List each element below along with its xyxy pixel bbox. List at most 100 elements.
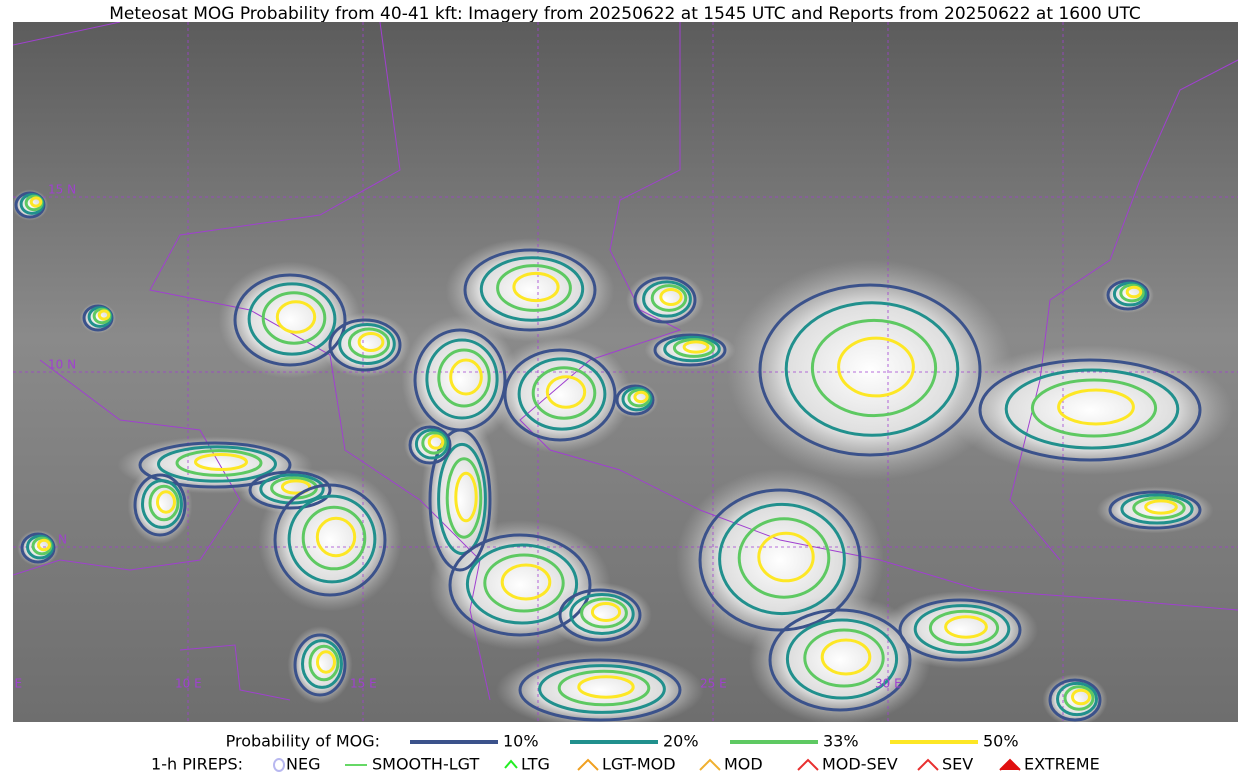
legend-entry: SEV <box>942 755 973 774</box>
pirep-symbol <box>699 758 721 771</box>
contour <box>408 425 452 465</box>
contour <box>29 196 43 208</box>
contour <box>512 271 560 303</box>
lon-label: 10 E <box>175 677 202 691</box>
contour <box>517 357 607 431</box>
contour <box>633 276 697 324</box>
contour <box>590 602 622 622</box>
contour <box>414 428 450 460</box>
contour <box>978 358 1202 462</box>
contour <box>287 494 377 584</box>
contour <box>1056 681 1098 717</box>
contour <box>633 390 649 404</box>
contour <box>698 488 862 632</box>
lon-label: 15 E <box>350 677 377 691</box>
contour <box>454 471 478 523</box>
contour <box>557 669 651 707</box>
map: 15 N 10 N N 5 E 10 E 15 E 25 E 30 E <box>13 22 1238 722</box>
contour <box>308 644 340 682</box>
legend: Probability of MOG: 1-h PIREPS: 10% 20% 33… <box>151 732 1100 774</box>
cloud <box>401 315 519 445</box>
contour <box>837 336 915 398</box>
contour <box>531 366 597 420</box>
title: Meteosat MOG Probability from 40-41 kft:… <box>109 4 1141 24</box>
contour <box>785 618 899 700</box>
legend-entry: 10% <box>503 732 539 751</box>
contour <box>663 335 721 363</box>
legend-entry: SMOOTH-LGT <box>372 755 479 774</box>
grid-labels: 15 N 10 N N 5 E 10 E 15 E 25 E 30 E <box>13 183 902 691</box>
contour <box>194 453 248 471</box>
cloud <box>749 595 931 722</box>
contour <box>928 609 1000 647</box>
contour <box>718 502 846 616</box>
contour <box>316 650 336 674</box>
contour <box>97 309 111 321</box>
contour <box>421 431 447 455</box>
contour <box>580 597 628 629</box>
contour <box>1120 493 1194 525</box>
contour <box>810 318 938 418</box>
contour <box>273 483 387 597</box>
contour <box>1144 499 1178 515</box>
contour <box>463 248 597 332</box>
lat-label: 10 N <box>48 358 76 372</box>
cloud <box>626 271 704 329</box>
contour <box>898 598 1022 662</box>
contour <box>301 505 367 571</box>
contour <box>569 593 635 635</box>
contour <box>1004 368 1180 450</box>
legend-label: Probability of MOG: <box>226 732 380 751</box>
contour <box>259 473 325 505</box>
contour <box>247 282 337 356</box>
contour <box>483 553 565 613</box>
contour <box>538 664 666 714</box>
contour <box>293 633 347 697</box>
contour <box>682 340 710 354</box>
contour <box>558 588 642 642</box>
contour <box>642 280 692 318</box>
contour <box>1125 285 1143 299</box>
contour <box>31 536 53 556</box>
contour <box>479 256 585 322</box>
contour <box>427 434 445 450</box>
contour <box>621 386 653 412</box>
contour <box>650 284 688 312</box>
legend-entry: EXTREME <box>1024 755 1100 774</box>
cloud <box>727 259 1013 481</box>
contour <box>20 532 56 564</box>
contour <box>357 332 385 352</box>
contour <box>141 479 183 529</box>
contour <box>138 441 292 489</box>
lon-label: 30 E <box>875 677 902 691</box>
contour <box>1112 281 1148 307</box>
contour <box>615 384 655 416</box>
contour <box>448 533 592 637</box>
contour <box>248 470 332 510</box>
legend-entry: LTG <box>521 755 550 774</box>
contour <box>518 658 682 722</box>
cloud <box>319 312 411 378</box>
contour <box>627 388 651 408</box>
contour <box>784 301 960 437</box>
contour <box>1071 688 1091 706</box>
pirep-symbol <box>999 758 1021 771</box>
contour <box>820 638 872 676</box>
lat-label: 15 N <box>48 183 76 197</box>
contour <box>757 531 815 583</box>
contour <box>503 348 617 442</box>
legend-entry: MOD-SEV <box>822 755 898 774</box>
contour <box>338 323 396 365</box>
legend-entry: LGT-MOD <box>602 755 676 774</box>
contour <box>133 473 187 537</box>
contour <box>500 563 552 601</box>
contour <box>768 608 912 712</box>
contour <box>1108 490 1202 530</box>
contour <box>449 358 483 396</box>
cloud <box>947 345 1233 475</box>
contour <box>445 457 483 539</box>
contour <box>347 327 391 359</box>
contour <box>233 273 347 367</box>
pirep-symbol <box>504 759 518 769</box>
legend-entry: MOD <box>724 755 763 774</box>
